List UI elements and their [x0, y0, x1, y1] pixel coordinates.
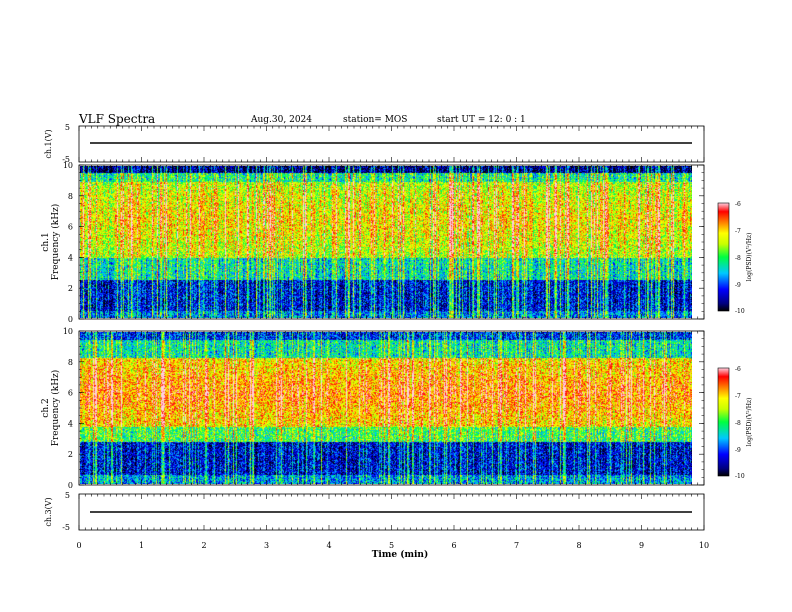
ch1-ytick-top: 5 — [65, 123, 70, 132]
x-tick-label: 7 — [514, 541, 519, 550]
x-tick-label: 5 — [389, 541, 394, 550]
ch1-waveform-ylabel: ch.1(V) — [44, 129, 53, 158]
x-tick-label: 0 — [76, 541, 81, 550]
ch1-colorbar-scale — [717, 202, 730, 312]
ch2-colorbar-scale — [717, 367, 730, 477]
ch3-waveform-ylabel: ch.3(V) — [44, 497, 53, 526]
x-tick-label: 9 — [639, 541, 644, 550]
ch1-spectrogram-panel: 0 2 4 6 8 10 ch.1 Frequency (kHz) — [41, 161, 705, 324]
ch2-colorbar-tick: -10 — [735, 473, 745, 480]
y-tick-label: 2 — [68, 450, 73, 459]
ch1-colorbar-tick: -9 — [735, 282, 741, 289]
ch2-colorbar-tick: -7 — [735, 393, 741, 400]
ch1-waveform-panel: 5 -5 ch.1(V) — [44, 123, 705, 164]
station-label: station= MOS — [343, 115, 407, 125]
ch1-ytick-bottom: -5 — [62, 155, 70, 164]
time-axis: 0 1 2 3 4 5 6 7 8 9 10 — [76, 126, 709, 550]
y-tick-label: 6 — [68, 223, 73, 232]
y-tick-label: 10 — [63, 161, 73, 170]
ch3-ytick-top: 5 — [65, 491, 70, 500]
x-axis-title: Time (min) — [372, 549, 429, 560]
ch2-colorbar-tick: -8 — [735, 420, 741, 427]
ch1-colorbar: -6 -7 -8 -9 -10 log(PSD)(V²/Hz) — [717, 201, 753, 315]
ch1-spectrogram-ylabel-frequency: Frequency (kHz) — [50, 204, 61, 281]
ch2-colorbar: -6 -7 -8 -9 -10 log(PSD)(V²/Hz) — [717, 366, 753, 480]
start-time-label: start UT = 12: 0 : 1 — [437, 115, 526, 125]
ch1-colorbar-tick: -8 — [735, 255, 741, 262]
ch2-colorbar-tick: -9 — [735, 447, 741, 454]
x-tick-label: 8 — [576, 541, 581, 550]
y-tick-label: 4 — [68, 253, 73, 262]
y-tick-label: 6 — [68, 389, 73, 398]
x-tick-label: 2 — [201, 541, 206, 550]
ch1-spectrogram-image — [80, 166, 692, 318]
ch3-waveform-panel: 5 -5 ch.3(V) — [44, 491, 705, 532]
ch2-colorbar-tick: -6 — [735, 366, 741, 373]
ch2-spectrogram-image — [80, 332, 692, 484]
y-tick-label: 4 — [68, 419, 73, 428]
ch3-ytick-bottom: -5 — [62, 523, 70, 532]
y-tick-label: 0 — [68, 315, 73, 324]
ch1-colorbar-tick: -10 — [735, 308, 745, 315]
ch2-spectrogram-panel: 0 2 4 6 8 10 ch.2 Frequency (kHz) — [41, 327, 705, 490]
x-tick-label: 3 — [264, 541, 269, 550]
ch1-spectrogram-ylabel-channel: ch.1 — [41, 232, 51, 251]
x-tick-label: 4 — [326, 541, 331, 550]
y-tick-label: 0 — [68, 481, 73, 490]
y-tick-label: 8 — [68, 358, 73, 367]
y-tick-label: 10 — [63, 327, 73, 336]
ch1-waveform-frame — [78, 125, 705, 163]
figure-title: VLF Spectra — [78, 112, 155, 126]
ch2-colorbar-label: log(PSD)(V²/Hz) — [746, 398, 753, 447]
x-tick-label: 1 — [139, 541, 144, 550]
ch2-spectrogram-ylabel-channel: ch.2 — [41, 398, 51, 417]
y-tick-label: 8 — [68, 192, 73, 201]
ch1-colorbar-label: log(PSD)(V²/Hz) — [746, 233, 753, 282]
ch1-colorbar-tick: -7 — [735, 228, 741, 235]
date-label: Aug.30, 2024 — [250, 115, 312, 125]
y-tick-label: 2 — [68, 284, 73, 293]
ch2-spectrogram-ylabel-frequency: Frequency (kHz) — [50, 370, 61, 447]
x-tick-label: 6 — [451, 541, 456, 550]
ch1-colorbar-tick: -6 — [735, 201, 741, 208]
x-tick-label: 10 — [699, 541, 709, 550]
